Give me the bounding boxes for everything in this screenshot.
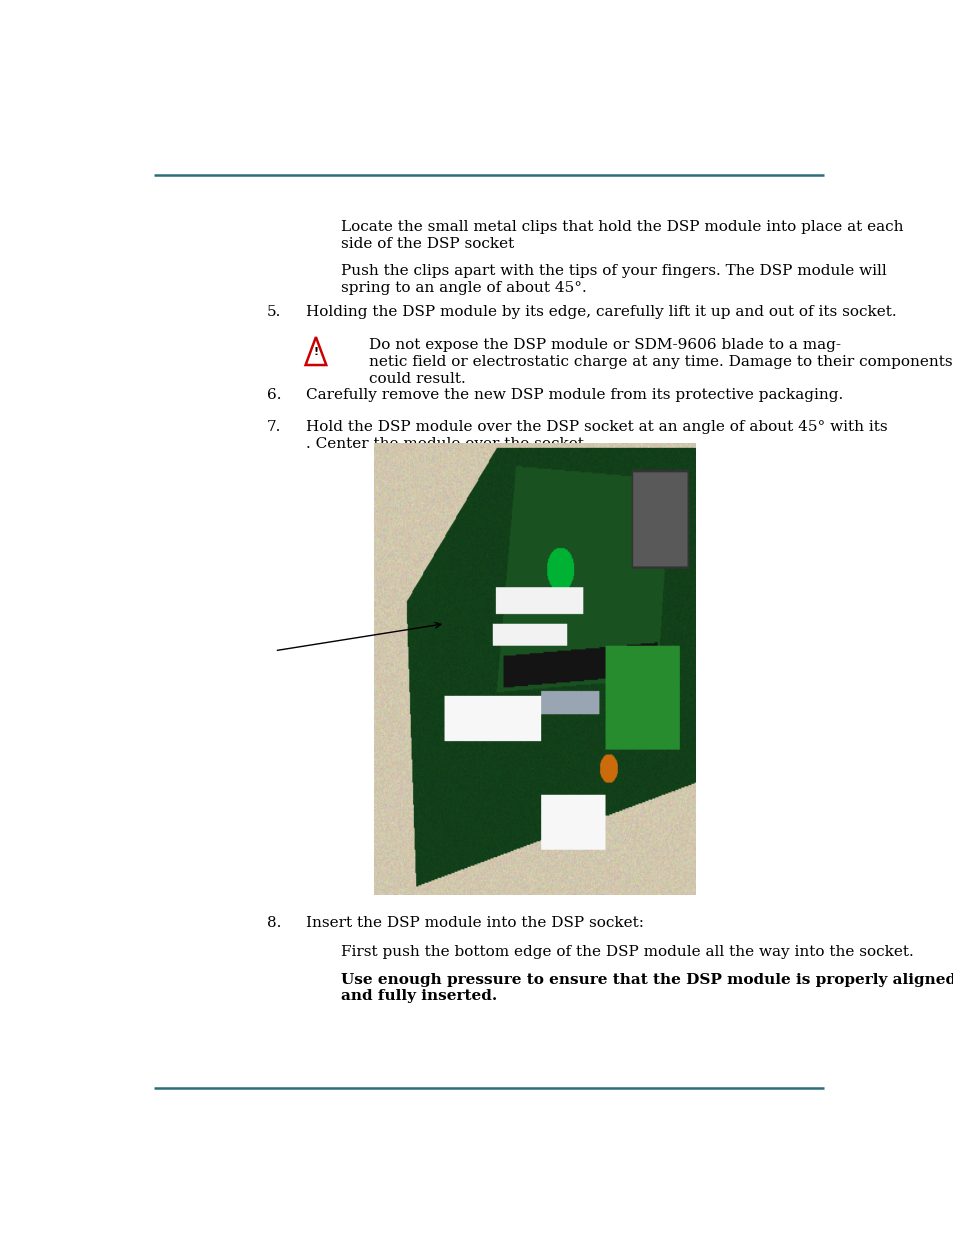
- Text: and fully inserted.: and fully inserted.: [341, 989, 497, 1003]
- Text: First push the bottom edge of the DSP module all the way into the socket.: First push the bottom edge of the DSP mo…: [341, 945, 913, 960]
- Text: netic field or electrostatic charge at any time. Damage to their components: netic field or electrostatic charge at a…: [369, 354, 952, 369]
- Text: Holding the DSP module by its edge, carefully lift it up and out of its socket.: Holding the DSP module by its edge, care…: [305, 305, 895, 319]
- Text: Locate the small metal clips that hold the DSP module into place at each: Locate the small metal clips that hold t…: [341, 221, 902, 235]
- Text: 8.: 8.: [267, 915, 281, 930]
- Text: . Center the module over the socket.: . Center the module over the socket.: [305, 437, 588, 451]
- Text: !: !: [313, 347, 318, 357]
- Text: side of the DSP socket: side of the DSP socket: [341, 237, 514, 251]
- Text: 7.: 7.: [267, 420, 281, 435]
- Text: Hold the DSP module over the DSP socket at an angle of about 45° with its: Hold the DSP module over the DSP socket …: [305, 420, 886, 435]
- Text: 6.: 6.: [267, 388, 281, 401]
- Text: Insert the DSP module into the DSP socket:: Insert the DSP module into the DSP socke…: [305, 915, 643, 930]
- Text: Do not expose the DSP module or SDM-9606 blade to a mag-: Do not expose the DSP module or SDM-9606…: [369, 338, 841, 352]
- Text: Use enough pressure to ensure that the DSP module is properly aligned: Use enough pressure to ensure that the D…: [341, 973, 953, 987]
- Text: Carefully remove the new DSP module from its protective packaging.: Carefully remove the new DSP module from…: [305, 388, 841, 401]
- Text: 5.: 5.: [267, 305, 281, 319]
- Text: Push the clips apart with the tips of your fingers. The DSP module will: Push the clips apart with the tips of yo…: [341, 264, 886, 278]
- Text: spring to an angle of about 45°.: spring to an angle of about 45°.: [341, 280, 586, 295]
- Text: could result.: could result.: [369, 372, 465, 385]
